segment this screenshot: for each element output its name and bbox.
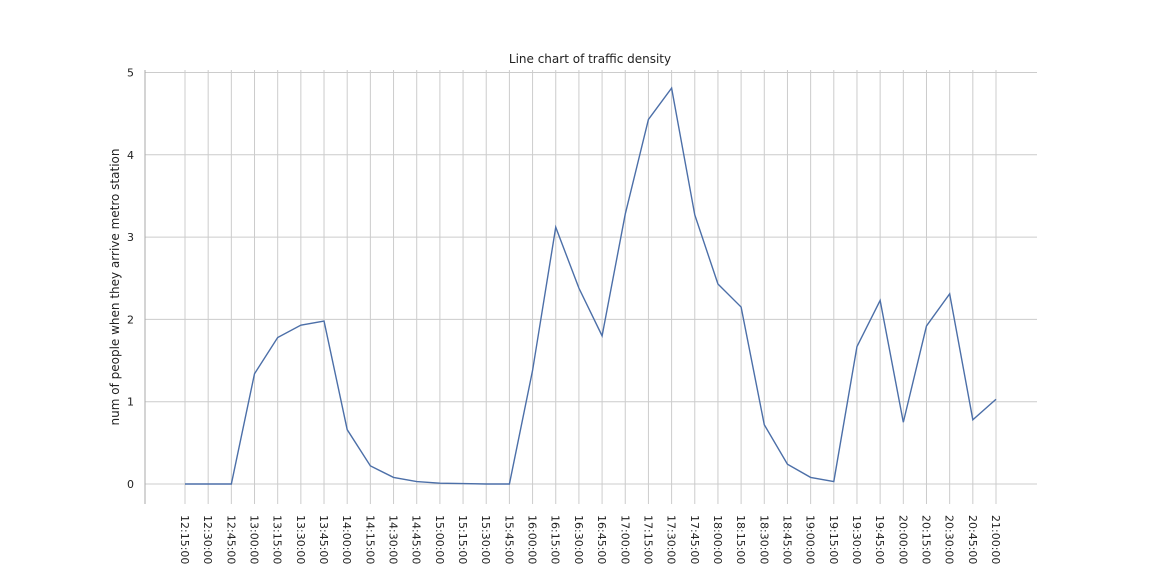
x-tick-label: 13:00:00 [248,515,261,564]
x-tick-label: 16:45:00 [595,515,608,564]
gridlines [145,70,1037,504]
x-tick-label: 15:30:00 [479,515,492,564]
x-tick-label: 15:45:00 [502,515,515,564]
x-tick-label: 16:00:00 [526,515,539,564]
y-tick-label: 1 [127,396,134,409]
x-tick-label: 16:30:00 [572,515,585,564]
x-tick-label: 13:30:00 [294,515,307,564]
x-tick-label: 14:00:00 [340,515,353,564]
y-tick-label: 4 [127,149,134,162]
x-tick-label: 20:00:00 [896,515,909,564]
y-tick-label: 0 [127,478,134,491]
x-tick-label: 19:00:00 [804,515,817,564]
y-tick-label: 5 [127,67,134,80]
x-tick-label: 20:15:00 [919,515,932,564]
x-tick-label: 12:30:00 [201,515,214,564]
x-tick-label: 19:15:00 [827,515,840,564]
chart-title: Line chart of traffic density [509,52,671,66]
x-tick-labels: 12:15:00 12:30:00 12:45:00 13:00:00 13:15:00… [178,515,1002,564]
x-tick-label: 17:45:00 [688,515,701,564]
x-tick-label: 17:00:00 [618,515,631,564]
x-tick-label: 18:45:00 [780,515,793,564]
x-tick-label: 15:15:00 [456,515,469,564]
x-tick-label: 17:30:00 [665,515,678,564]
y-tick-labels: 0 1 2 3 4 5 [127,67,134,492]
series-line [185,86,997,485]
x-tick-label: 12:45:00 [224,515,237,564]
x-tick-label: 20:30:00 [943,515,956,564]
x-tick-label: 18:00:00 [711,515,724,564]
x-tick-label: 15:00:00 [433,515,446,564]
x-tick-label: 13:15:00 [271,515,284,564]
x-tick-label: 14:15:00 [363,515,376,564]
x-tick-label: 19:45:00 [873,515,886,564]
x-tick-label: 13:45:00 [317,515,330,564]
x-tick-label: 20:45:00 [966,515,979,564]
x-tick-label: 21:00:00 [989,515,1002,564]
x-tick-label: 18:15:00 [734,515,747,564]
x-tick-label: 12:15:00 [178,515,191,564]
x-tick-label: 18:30:00 [757,515,770,564]
x-tick-label: 19:30:00 [850,515,863,564]
series-layer [185,86,997,485]
y-axis-label: num of people when they arrive metro sta… [108,149,122,426]
x-tick-label: 14:30:00 [387,515,400,564]
y-tick-label: 3 [127,231,134,244]
y-tick-label: 2 [127,313,134,326]
x-tick-label: 16:15:00 [549,515,562,564]
x-tick-label: 14:45:00 [410,515,423,564]
x-tick-label: 17:15:00 [641,515,654,564]
